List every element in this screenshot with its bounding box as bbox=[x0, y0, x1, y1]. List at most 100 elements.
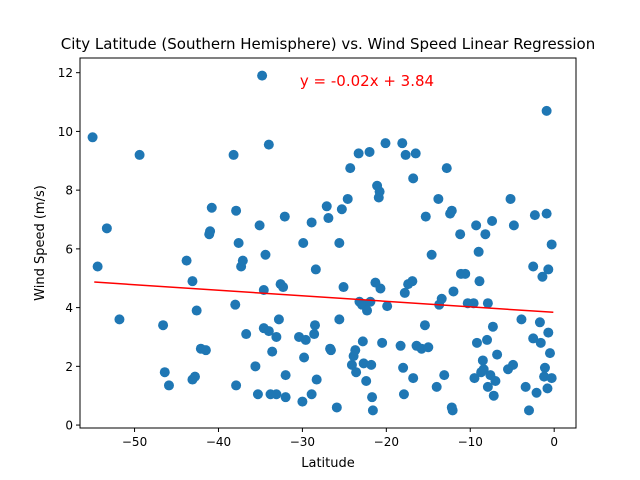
data-point bbox=[280, 370, 291, 381]
data-point bbox=[278, 282, 289, 293]
data-point bbox=[408, 173, 419, 184]
data-point bbox=[474, 276, 485, 287]
data-point bbox=[531, 387, 542, 398]
data-point bbox=[358, 358, 369, 369]
data-point bbox=[528, 333, 539, 344]
chart-title: City Latitude (Southern Hemisphere) vs. … bbox=[61, 35, 596, 53]
data-point bbox=[490, 376, 501, 387]
data-point bbox=[279, 211, 290, 222]
data-point bbox=[205, 226, 216, 237]
data-point bbox=[297, 396, 308, 407]
data-point bbox=[420, 211, 431, 222]
data-point bbox=[410, 148, 421, 159]
data-point bbox=[338, 282, 349, 293]
data-point bbox=[505, 193, 516, 204]
data-point bbox=[134, 149, 145, 160]
data-point bbox=[400, 149, 411, 160]
data-point bbox=[267, 346, 278, 357]
data-point bbox=[114, 314, 125, 325]
data-point bbox=[478, 364, 489, 375]
data-point bbox=[546, 239, 557, 250]
data-point bbox=[482, 298, 493, 309]
data-point bbox=[398, 389, 409, 400]
data-point bbox=[535, 337, 546, 348]
data-point bbox=[516, 314, 527, 325]
data-point bbox=[252, 389, 263, 400]
data-point bbox=[334, 238, 345, 248]
data-point bbox=[325, 345, 336, 356]
x-tick-label: 0 bbox=[550, 435, 558, 449]
data-point bbox=[487, 215, 498, 226]
data-point bbox=[537, 271, 548, 282]
y-tick-label: 6 bbox=[65, 242, 73, 256]
data-point bbox=[377, 337, 388, 348]
data-point bbox=[544, 348, 555, 359]
data-point bbox=[398, 362, 409, 373]
data-point bbox=[260, 249, 271, 260]
data-point bbox=[230, 299, 241, 310]
data-point bbox=[441, 163, 452, 174]
data-point bbox=[191, 305, 202, 316]
y-tick-label: 2 bbox=[65, 360, 73, 374]
data-point bbox=[231, 380, 242, 391]
data-point bbox=[395, 340, 406, 351]
data-point bbox=[541, 105, 552, 116]
data-point bbox=[542, 383, 553, 394]
data-point bbox=[471, 220, 482, 231]
data-point bbox=[423, 342, 434, 353]
data-point bbox=[364, 146, 375, 157]
data-point bbox=[397, 138, 408, 149]
plot-frame bbox=[79, 57, 577, 429]
y-tick-label: 8 bbox=[65, 184, 73, 198]
data-point bbox=[439, 370, 450, 381]
data-point bbox=[375, 283, 386, 294]
data-point bbox=[257, 70, 268, 81]
data-point bbox=[436, 293, 447, 304]
data-point bbox=[231, 205, 242, 216]
data-point bbox=[163, 380, 174, 391]
data-point bbox=[520, 381, 531, 392]
data-point bbox=[271, 331, 282, 342]
regression-line bbox=[94, 281, 554, 314]
data-point bbox=[447, 405, 458, 416]
data-point bbox=[92, 261, 103, 272]
data-point bbox=[342, 193, 353, 204]
data-point bbox=[350, 345, 361, 356]
y-tick-label: 0 bbox=[65, 419, 73, 433]
data-point bbox=[334, 314, 345, 325]
data-point bbox=[367, 405, 378, 416]
data-point bbox=[468, 298, 479, 309]
data-point bbox=[306, 389, 317, 400]
data-point bbox=[482, 381, 493, 392]
data-point bbox=[367, 392, 378, 403]
data-point bbox=[419, 320, 430, 331]
data-point bbox=[460, 268, 471, 279]
data-point bbox=[273, 314, 284, 325]
data-point bbox=[254, 220, 265, 231]
data-point bbox=[524, 405, 535, 416]
data-point bbox=[480, 229, 491, 240]
data-point bbox=[446, 205, 457, 216]
data-point bbox=[471, 337, 482, 348]
data-point bbox=[380, 138, 391, 149]
data-point bbox=[543, 264, 554, 275]
data-point bbox=[546, 373, 557, 384]
data-point bbox=[237, 255, 248, 266]
data-point bbox=[345, 163, 356, 174]
data-point bbox=[374, 186, 385, 197]
data-point bbox=[534, 317, 545, 328]
x-tick-label: −30 bbox=[290, 435, 315, 449]
points-layer bbox=[87, 70, 557, 416]
data-point bbox=[87, 132, 98, 143]
x-tick-label: −10 bbox=[458, 435, 483, 449]
y-axis-label: Wind Speed (m/s) bbox=[33, 185, 48, 301]
data-point bbox=[336, 204, 347, 215]
data-point bbox=[187, 276, 198, 287]
data-point bbox=[228, 149, 239, 160]
data-point bbox=[206, 202, 217, 213]
y-tick-label: 10 bbox=[58, 125, 73, 139]
data-point bbox=[311, 374, 322, 385]
data-point bbox=[408, 373, 419, 384]
